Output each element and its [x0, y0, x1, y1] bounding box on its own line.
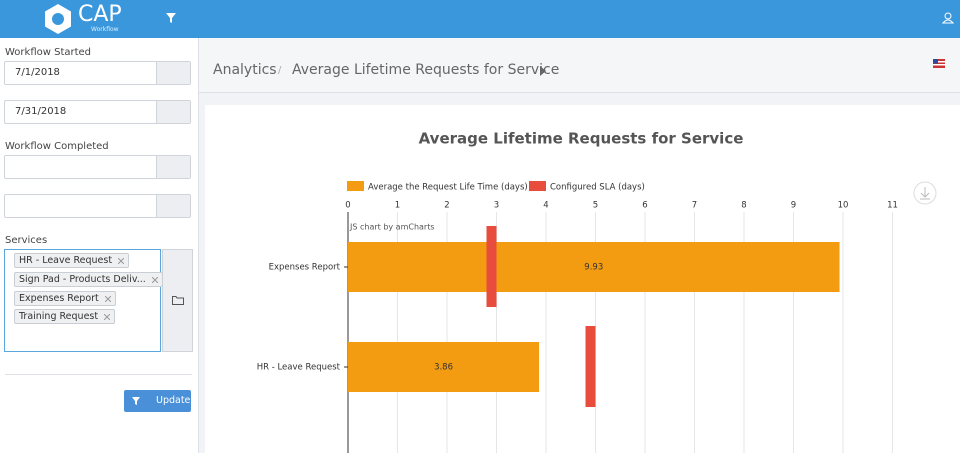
bar — [348, 342, 540, 392]
filter-icon[interactable] — [166, 13, 176, 23]
value-label: 9.93 — [584, 263, 603, 273]
tag-text: HR - Leave Request — [19, 255, 113, 266]
x-tick-label: 5 — [593, 201, 598, 211]
credit: JS chart by amCharts — [349, 223, 435, 232]
legend-swatch — [529, 181, 546, 191]
x-tick-label: 10 — [838, 201, 849, 211]
date-input[interactable] — [4, 194, 191, 218]
update-button[interactable]: Update — [124, 390, 191, 412]
flag-icon[interactable] — [933, 59, 945, 68]
sidebar: Workflow Started 7/1/2018 7/31/2018 Work… — [0, 38, 199, 453]
label: Workflow Completed — [5, 141, 109, 152]
logo-text: CAP — [78, 2, 122, 27]
y-tick-label: HR - Leave Request — [257, 363, 341, 373]
breadcrumb-separator: / — [278, 65, 282, 76]
label: Workflow Started — [5, 47, 92, 58]
calendar-button[interactable] — [156, 156, 190, 178]
service-tag[interactable]: HR - Leave Request — [14, 253, 130, 268]
logo-sub: Workflow — [91, 26, 119, 33]
top-bar: CAP Workflow — [0, 0, 960, 38]
x-tick-label: 7 — [692, 201, 697, 211]
input-value: 7/31/2018 — [15, 106, 67, 117]
tag-text: Training Request — [19, 311, 99, 322]
date-input[interactable] — [4, 155, 191, 179]
date-input[interactable]: 7/1/2018 — [4, 61, 191, 85]
x-tick-label: 4 — [543, 201, 548, 211]
service-tag[interactable]: Sign Pad - Products Deliv... — [14, 272, 163, 287]
breadcrumb-bar: Analytics / Average Lifetime Requests fo… — [199, 38, 960, 93]
logo-icon — [45, 4, 71, 34]
service-tag[interactable]: Expenses Report — [14, 291, 116, 306]
label: Services — [5, 235, 48, 246]
divider — [5, 374, 192, 375]
breadcrumb-item[interactable]: Analytics — [213, 62, 277, 78]
service-tag[interactable]: Training Request — [14, 309, 116, 324]
input-value: 7/1/2018 — [15, 67, 60, 78]
button-text: Update — [156, 395, 191, 406]
caret[interactable] — [540, 66, 546, 76]
legend-label: Average the Request Life Time (days) — [368, 183, 528, 193]
x-tick-label: 6 — [642, 201, 647, 211]
folder-icon — [172, 296, 184, 305]
chart-title: Average Lifetime Requests for Service — [419, 130, 744, 148]
x-tick-label: 9 — [791, 201, 796, 211]
breadcrumb-item: Average Lifetime Requests for Service — [292, 62, 560, 78]
chart: Average Lifetime Requests for Service Av… — [205, 105, 960, 453]
bar — [348, 242, 840, 292]
x-tick-label: 1 — [395, 201, 400, 211]
x-tick-label: 2 — [444, 201, 449, 211]
calendar-button[interactable] — [156, 62, 190, 84]
x-tick-label: 11 — [887, 201, 898, 211]
user-icon[interactable] — [942, 12, 954, 24]
calendar-button[interactable] — [156, 195, 190, 217]
folder-button[interactable] — [162, 249, 193, 352]
date-input[interactable]: 7/31/2018 — [4, 100, 191, 124]
tag-text: Sign Pad - Products Deliv... — [19, 274, 146, 285]
download-icon — [920, 187, 930, 200]
sla-marker — [486, 226, 497, 307]
x-tick-label: 3 — [494, 201, 499, 211]
x-tick-label: 8 — [741, 201, 746, 211]
sla-marker — [585, 326, 596, 407]
y-tick-label: Expenses Report — [269, 263, 341, 273]
calendar-button[interactable] — [156, 101, 190, 123]
tag-text: Expenses Report — [19, 293, 99, 304]
legend-swatch — [347, 181, 364, 191]
value-label: 3.86 — [434, 363, 453, 373]
legend-label: Configured SLA (days) — [550, 183, 645, 193]
x-tick-label: 0 — [345, 201, 350, 211]
